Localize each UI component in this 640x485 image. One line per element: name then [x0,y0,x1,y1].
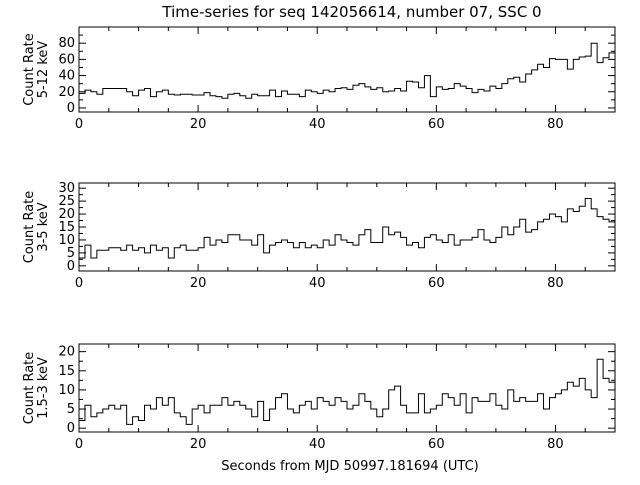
x-tick-label: 60 [428,276,445,291]
x-tick-label: 20 [190,117,207,132]
panel-3: 0 20 40 60 80 0 5 10 15 20 Count Rate 1.5-3 keV [22,343,616,452]
y-tick-label: 20 [58,207,75,222]
y-tick-label: 60 [58,52,75,67]
y-tick-label: 20 [58,345,75,360]
x-axis-label: Seconds from MJD 50997.181694 (UTC) [221,459,479,474]
y-tick-label: 25 [58,194,75,209]
x-tick-label: 80 [547,437,564,452]
y-axis-label: Count Rate [22,352,37,425]
x-tick-label: 60 [428,117,445,132]
y-tick-label: 15 [58,364,75,379]
y-tick-label: 0 [67,421,75,436]
x-tick-label: 60 [428,437,445,452]
y-axis-label: Count Rate [22,191,37,264]
y-tick-label: 5 [67,246,75,261]
y-axis-band-label: 5-12 keV [36,41,51,99]
y-tick-label: 10 [58,383,75,398]
y-axis-label: Count Rate [22,33,37,106]
x-tick-label: 40 [309,276,326,291]
y-tick-label: 30 [58,181,75,196]
y-tick-label: 5 [67,402,75,417]
y-tick-label: 20 [58,85,75,100]
plot-frame [78,343,616,433]
y-tick-label: 15 [58,220,75,235]
figure-title: Time-series for seq 142056614, number 07… [161,3,541,21]
y-tick-label: 80 [58,36,75,51]
x-tick-label: 0 [75,276,83,291]
y-tick-label: 0 [67,259,75,274]
x-tick-label: 40 [309,437,326,452]
y-axis-band-label: 3-5 keV [36,202,51,251]
plot-frame [78,182,616,272]
series-line [79,195,615,259]
x-tick-label: 40 [309,117,326,132]
y-tick-label: 10 [58,233,75,248]
series-line [79,42,615,99]
x-tick-label: 80 [547,117,564,132]
x-tick-label: 20 [190,276,207,291]
series-line [79,358,615,425]
x-tick-label: 0 [75,437,83,452]
x-tick-label: 80 [547,276,564,291]
y-axis-band-label: 1.5-3 keV [36,357,51,419]
y-tick-label: 0 [67,101,75,116]
y-tick-label: 40 [58,69,75,84]
x-tick-label: 20 [190,437,207,452]
x-tick-label: 0 [75,117,83,132]
